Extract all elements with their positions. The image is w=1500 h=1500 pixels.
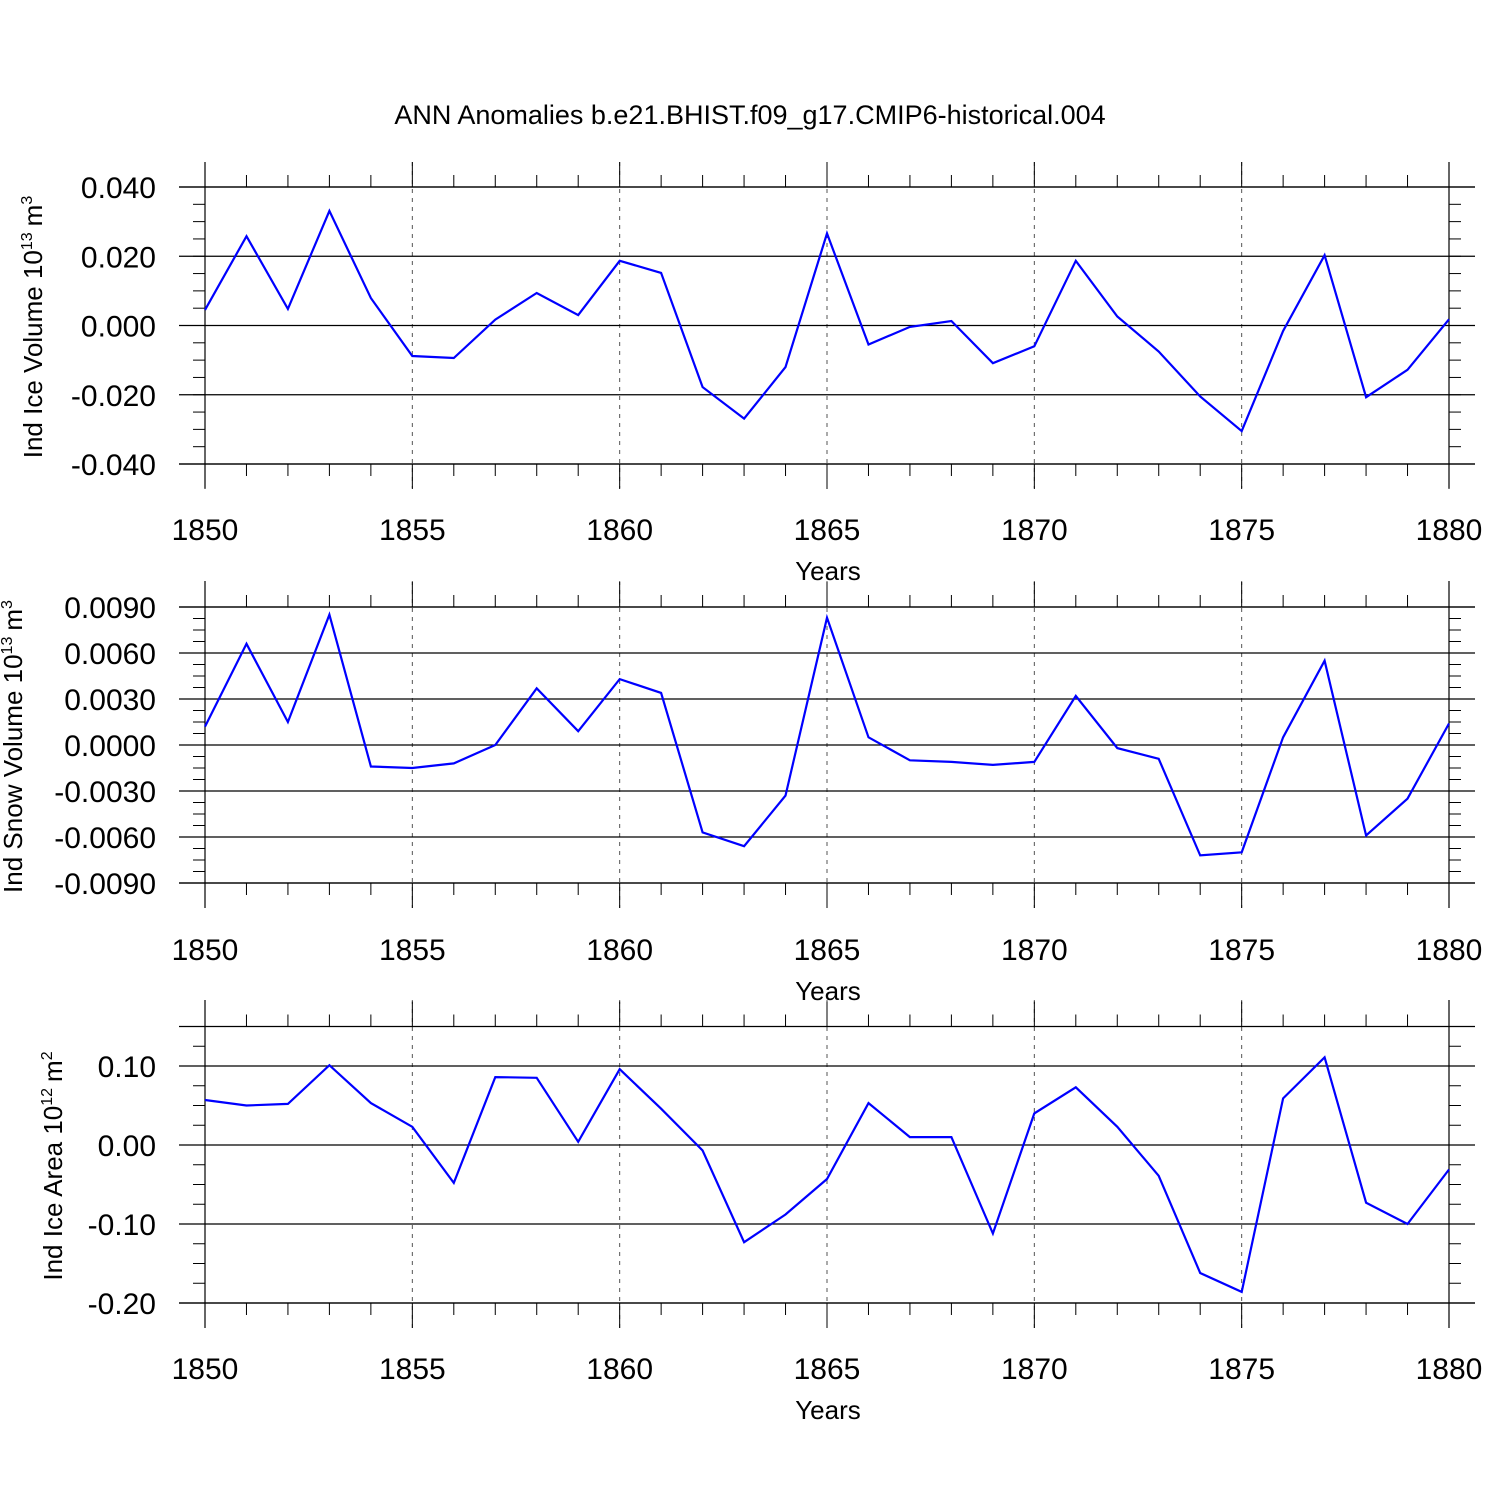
x-tick-label: 1870 xyxy=(1001,514,1068,547)
x-tick-label: 1880 xyxy=(1416,1353,1483,1386)
x-tick-label: 1875 xyxy=(1208,934,1275,967)
y-tick-label: 0.000 xyxy=(81,311,156,344)
y-tick-label: 0.0030 xyxy=(64,684,156,717)
y-tick-label: 0.0090 xyxy=(64,592,156,625)
x-tick-label: 1880 xyxy=(1416,514,1483,547)
x-tick-label: 1865 xyxy=(794,934,861,967)
x-axis-label: Years xyxy=(795,1395,861,1425)
y-tick-label: -0.040 xyxy=(71,449,156,482)
x-tick-label: 1875 xyxy=(1208,514,1275,547)
series-line xyxy=(204,611,1450,857)
ice-volume-panel: -0.040 -0.020 0.000 0.020 0.040 1850 1855 1860 1… xyxy=(18,162,1482,586)
x-axis-label: Years xyxy=(795,976,861,1006)
y-tick-label: -0.0090 xyxy=(54,868,156,901)
x-tick-label: 1860 xyxy=(586,934,653,967)
y-tick-label: 0.0000 xyxy=(64,730,156,763)
x-tick-label: 1860 xyxy=(586,514,653,547)
x-tick-label: 1850 xyxy=(172,1353,239,1386)
x-tick-label: 1875 xyxy=(1208,1353,1275,1386)
x-tick-label: 1860 xyxy=(586,1353,653,1386)
y-tick-label: -0.020 xyxy=(71,380,156,413)
x-tick-label: 1855 xyxy=(379,934,446,967)
x-tick-label: 1865 xyxy=(794,514,861,547)
y-tick-label: -0.20 xyxy=(88,1288,156,1321)
x-tick-label: 1850 xyxy=(172,934,239,967)
y-tick-label: -0.0030 xyxy=(54,776,156,809)
x-tick-label: 1880 xyxy=(1416,934,1483,967)
y-tick-label: 0.020 xyxy=(81,241,156,274)
x-axis-label: Years xyxy=(795,556,861,586)
y-axis-label: Ind Snow Volume 1013m3 xyxy=(0,600,28,893)
figure-title: ANN Anomalies b.e21.BHIST.f09_g17.CMIP6-… xyxy=(394,100,1105,130)
y-axis-label: Ind Ice Area 1012m2 xyxy=(38,1051,68,1280)
y-axis-label: Ind Ice Volume 1013m3 xyxy=(18,196,48,459)
y-tick-label: -0.10 xyxy=(88,1209,156,1242)
series-line xyxy=(204,208,1450,433)
y-tick-label: -0.0060 xyxy=(54,822,156,855)
x-tick-label: 1855 xyxy=(379,514,446,547)
y-tick-label: 0.0060 xyxy=(64,638,156,671)
snow-volume-panel: -0.0090 -0.0060 -0.0030 0.0000 0.0030 0.0060 0… xyxy=(0,581,1482,1006)
x-tick-label: 1870 xyxy=(1001,1353,1068,1386)
x-tick-label: 1870 xyxy=(1001,934,1068,967)
x-tick-label: 1865 xyxy=(794,1353,861,1386)
x-tick-label: 1855 xyxy=(379,1353,446,1386)
series-line xyxy=(204,1055,1450,1294)
x-tick-label: 1850 xyxy=(172,514,239,547)
y-tick-label: 0.00 xyxy=(98,1130,156,1163)
ice-area-panel: -0.20 -0.10 0.00 0.10 1850 1855 1860 1865 1870 18… xyxy=(38,1000,1482,1425)
y-tick-label: 0.10 xyxy=(98,1051,156,1084)
y-tick-label: 0.040 xyxy=(81,172,156,205)
